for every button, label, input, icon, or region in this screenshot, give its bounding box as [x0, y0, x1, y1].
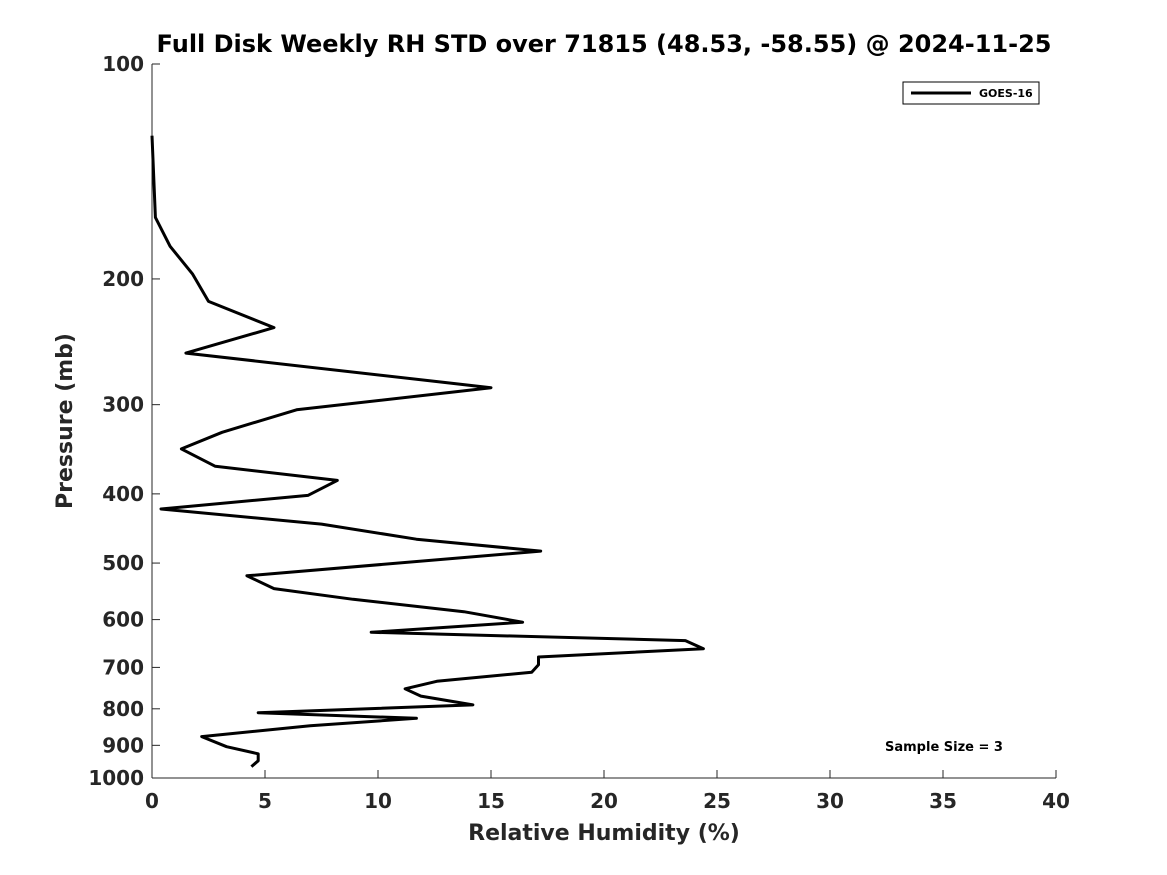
ticks: 0 5 10 15 20 25 30 35 40 100 200 300 400 500 600 700 800…: [88, 52, 1070, 813]
x-tick-label: 15: [477, 789, 505, 813]
series-line-0: [150, 135, 705, 768]
x-tick-label: 30: [816, 789, 844, 813]
x-tick-label: 25: [703, 789, 731, 813]
x-tick-label: 35: [929, 789, 957, 813]
y-tick-label: 900: [102, 733, 144, 757]
y-tick-label: 100: [102, 52, 144, 76]
y-tick-label: 200: [102, 267, 144, 291]
y-tick-label: 300: [102, 393, 144, 417]
x-tick-label: 0: [145, 789, 159, 813]
x-tick-label: 5: [258, 789, 272, 813]
legend: GOES-16: [902, 81, 1040, 105]
legend-label-goes16: GOES-16: [979, 87, 1033, 100]
y-axis-label: Pressure (mb): [53, 333, 78, 509]
y-tick-label: 700: [102, 655, 144, 679]
y-tick-label: 500: [102, 551, 144, 575]
y-tick-label: 1000: [88, 766, 144, 790]
y-tick-label: 400: [102, 482, 144, 506]
y-tick-label: 600: [102, 608, 144, 632]
sample-size-annotation: Sample Size = 3: [885, 740, 1003, 755]
y-tick-label: 800: [102, 697, 144, 721]
x-tick-label: 40: [1042, 789, 1070, 813]
x-axis-label: Relative Humidity (%): [468, 821, 740, 846]
x-tick-label: 10: [364, 789, 392, 813]
series: [150, 135, 705, 768]
chart-title: Full Disk Weekly RH STD over 71815 (48.5…: [157, 30, 1052, 58]
x-tick-label: 20: [590, 789, 618, 813]
